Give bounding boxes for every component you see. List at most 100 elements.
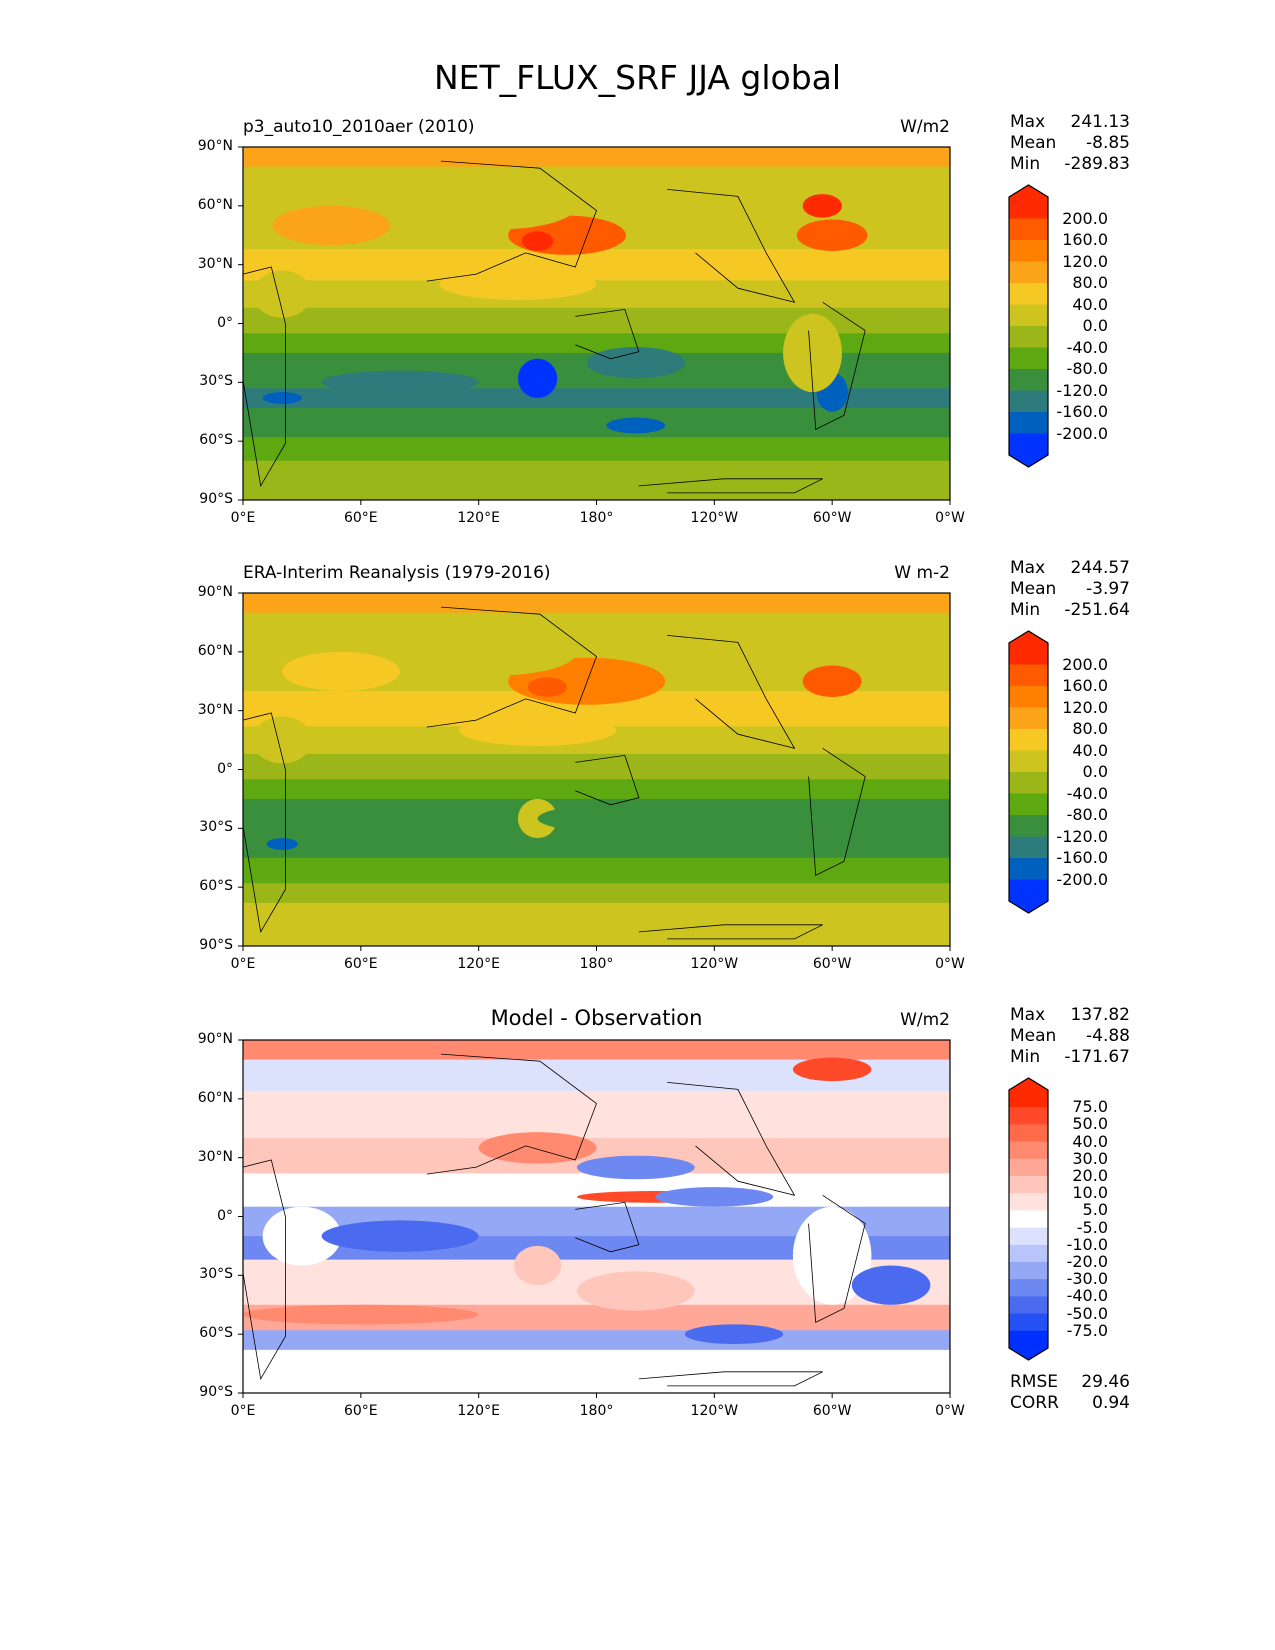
colorbar-swatch [1009,1090,1048,1108]
x-tick-label: 0°E [230,956,256,972]
colorbar-tick-label: -5.0 [1076,1217,1108,1237]
colorbar-swatch [1009,729,1048,751]
contour-region [252,716,312,764]
x-tick-label: 0°E [230,510,256,526]
coastline [242,266,286,488]
colorbar-swatch [1009,1313,1048,1332]
coastline [638,924,823,940]
contour-band [243,838,950,859]
contour-band [243,1330,950,1351]
contour-region [321,1220,479,1252]
colorbar-tick-label: -20.0 [1066,1252,1108,1271]
colorbar-tick-label: 40.0 [1072,294,1108,314]
y-tick-label: 60°N [197,1089,233,1106]
colorbar-swatch [1009,1141,1048,1160]
coastline [426,160,597,282]
colorbar-swatch [1009,218,1048,241]
stat-value: 244.57 [1070,558,1130,578]
contour-region [243,1304,479,1325]
colorbar-swatch [1009,412,1048,434]
colorbar-tick-label: -200.0 [1056,423,1108,443]
y-tick-label: 90°N [197,1031,233,1047]
colorbar-swatch [1009,1296,1048,1315]
colorbar-swatch [1009,1262,1048,1280]
x-tick-label: 60°W [812,956,852,972]
contour-region [272,205,391,246]
x-tick-label: 180° [579,956,614,972]
colorbar-tick-label: 40.0 [1072,740,1108,760]
units-label: W/m2 [900,1010,950,1030]
y-tick-label: 60°S [199,1325,233,1342]
stat-label: Mean [1010,133,1057,153]
colorbar-swatch [1009,1193,1048,1211]
contour-region [796,219,868,251]
stat-label: Min [1010,154,1041,174]
stat-value: -289.83 [1064,154,1130,174]
contour-region [514,1245,562,1286]
contour-region [282,651,401,692]
contour-region [527,677,568,697]
contour-band [243,333,950,354]
corr-value: 0.94 [1092,1393,1130,1413]
colorbar-tick-label: 120.0 [1062,697,1108,717]
stat-label: Mean [1010,1026,1057,1046]
x-tick-label: 60°E [343,510,378,526]
contour-region [684,1324,784,1344]
x-tick-label: 60°E [343,956,378,972]
y-tick-label: 90°S [199,491,233,507]
x-tick-label: 0°W [935,956,965,972]
y-tick-label: 60°N [197,642,233,659]
colorbar-swatch [1009,664,1048,687]
colorbar-tick-label: 200.0 [1062,208,1108,228]
contour-region [459,714,617,746]
colorbar-swatch [1009,283,1048,305]
coastline [575,754,640,806]
y-tick-label: 60°N [197,196,233,213]
rmse-label: RMSE [1010,1372,1059,1392]
contour-region [576,1155,695,1180]
colorbar-tick-label: -50.0 [1066,1303,1108,1323]
coastline [242,712,286,934]
corr-label: CORR [1010,1393,1059,1413]
colorbar-tick-label: -80.0 [1066,805,1108,824]
contour-region [606,417,666,434]
stat-label: Max [1010,112,1046,132]
colorbar-swatch [1009,793,1048,816]
colorbar-tick-label: -120.0 [1056,380,1108,400]
colorbar-swatch [1009,304,1048,327]
contour-band [243,857,950,884]
contour-band [243,437,950,462]
colorbar-swatch [1009,815,1048,837]
contour-region [537,802,734,835]
contour-region [262,392,302,404]
colorbar-tick-label: 80.0 [1072,719,1108,738]
x-tick-label: 120°E [457,1403,500,1419]
y-tick-label: 60°S [199,878,233,895]
figure-title: NET_FLUX_SRF JJA global [433,58,842,97]
y-tick-label: 90°N [197,138,233,154]
stat-value: -251.64 [1064,600,1130,620]
colorbar-tick-label: 10.0 [1072,1183,1108,1203]
contour-region [802,194,842,218]
colorbar-tick-label: -40.0 [1066,1286,1108,1306]
colorbar-tick-label: 200.0 [1062,654,1108,674]
x-tick-label: 60°W [812,1403,852,1419]
stat-label: Mean [1010,579,1057,599]
map-panel-1 [238,146,951,505]
colorbar-swatch [1009,1330,1048,1349]
contour-band [243,1173,950,1208]
coastline [667,189,796,303]
coastline [808,301,866,431]
colorbar-tick-label: -80.0 [1066,359,1108,378]
stat-value: -3.97 [1086,579,1130,599]
colorbar-swatch [1009,1279,1048,1297]
stat-label: Min [1010,600,1041,620]
y-tick-label: 90°S [199,937,233,953]
x-tick-label: 0°W [935,1403,965,1419]
colorbar-extend-max [1009,1078,1048,1090]
rmse-value: 29.46 [1081,1372,1130,1392]
contour-region [675,632,793,692]
y-tick-label: 0° [217,760,233,777]
colorbar-outline [1008,184,1049,468]
y-tick-label: 0° [217,1207,233,1224]
